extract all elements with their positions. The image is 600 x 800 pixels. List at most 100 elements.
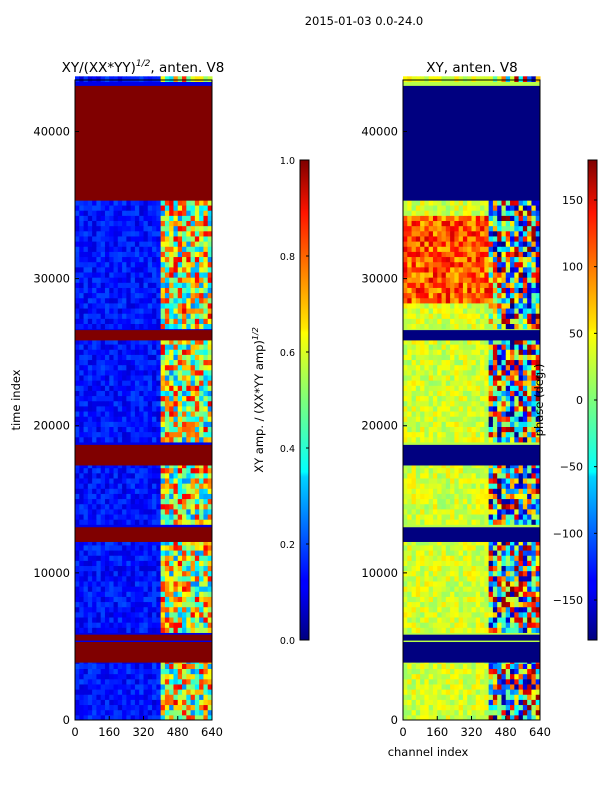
heatmap-cell [535, 431, 541, 438]
heatmap-cell [450, 611, 455, 618]
heatmap-cell [527, 374, 532, 381]
heatmap-cell [203, 617, 209, 623]
heatmap-cell [428, 508, 434, 515]
heatmap-cell [462, 380, 468, 386]
heatmap-cell [134, 323, 140, 330]
heatmap-cell [104, 591, 110, 597]
heatmap-cell [164, 246, 170, 252]
heatmap-cell [100, 210, 106, 216]
heatmap-cell [79, 76, 85, 82]
heatmap-cell [505, 514, 511, 520]
heatmap-cell [535, 498, 541, 505]
heatmap-cell [510, 519, 515, 525]
heatmap-cell [152, 256, 157, 263]
heatmap-cell [109, 318, 115, 324]
heatmap-cell [147, 354, 153, 361]
heatmap-cell [113, 210, 119, 216]
heatmap-cell [156, 261, 162, 268]
heatmap-cell [531, 364, 537, 371]
heatmap-cell [104, 694, 110, 700]
heatmap-cell [441, 622, 447, 628]
heatmap-cell [199, 359, 204, 366]
heatmap-cell [488, 323, 494, 330]
heatmap-cell [454, 514, 460, 520]
heatmap-cell [113, 241, 119, 247]
heatmap-cell [450, 349, 455, 355]
heatmap-cell [75, 668, 80, 675]
heatmap-cell [83, 519, 89, 525]
heatmap-cell [92, 344, 97, 350]
heatmap-cell [194, 560, 200, 567]
heatmap-cell [130, 627, 136, 633]
heatmap-cell [186, 369, 192, 376]
heatmap-cell [492, 395, 498, 402]
heatmap-cell [407, 539, 413, 546]
heatmap-cell [441, 611, 447, 618]
heatmap-cell [117, 426, 123, 433]
heatmap-cell [96, 477, 102, 484]
heatmap-cell [122, 230, 127, 237]
heatmap-cell [437, 586, 443, 592]
heatmap-cell [407, 591, 413, 597]
heatmap-cell [450, 678, 455, 685]
heatmap-cell [445, 374, 451, 381]
heatmap-cell [445, 606, 451, 613]
heatmap-cell [441, 709, 447, 716]
heatmap-cell [79, 277, 85, 283]
heatmap-cell [83, 627, 89, 633]
heatmap-cell [441, 431, 447, 438]
heatmap-cell [190, 225, 196, 232]
heatmap-cell [122, 668, 127, 675]
heatmap-cell [531, 714, 537, 721]
heatmap-cell [164, 344, 170, 350]
heatmap-cell [428, 493, 434, 500]
heatmap-cell [173, 235, 179, 242]
heatmap-cell [424, 338, 430, 345]
heatmap-cell [134, 318, 140, 324]
heatmap-cell [143, 627, 149, 633]
heatmap-cell [467, 364, 472, 371]
heatmap-cell [147, 302, 153, 309]
heatmap-cell [484, 426, 490, 433]
heatmap-cell [96, 230, 102, 237]
heatmap-cell [475, 349, 481, 355]
heatmap-cell [147, 369, 153, 376]
heatmap-cell [164, 709, 170, 716]
heatmap-cell [199, 617, 204, 623]
heatmap-cell [182, 266, 187, 273]
heatmap-cell [109, 426, 115, 433]
heatmap-cell [480, 627, 485, 633]
heatmap-cell [147, 668, 153, 675]
heatmap-cell [143, 560, 149, 567]
heatmap-cell [143, 498, 149, 505]
heatmap-cell [467, 622, 472, 628]
heatmap-cell [194, 261, 200, 268]
heatmap-cell [134, 663, 140, 670]
heatmap-cell [156, 364, 162, 371]
heatmap-cell [79, 503, 85, 510]
heatmap-cell [203, 508, 209, 515]
heatmap-cell [484, 678, 490, 685]
heatmap-cell [92, 210, 97, 216]
heatmap-cell [510, 689, 515, 695]
heatmap-cell [117, 261, 123, 268]
heatmap-cell [122, 580, 127, 587]
heatmap-cell [522, 431, 528, 438]
heatmap-cell [79, 596, 85, 603]
heatmap-cell [152, 694, 157, 700]
heatmap-cell [104, 586, 110, 592]
heatmap-cell [100, 421, 106, 427]
heatmap-cell [160, 493, 166, 500]
heatmap-cell [130, 580, 136, 587]
heatmap-cell [96, 601, 102, 608]
heatmap-cell [152, 555, 157, 561]
heatmap-cell [203, 663, 209, 670]
heatmap-cell [182, 601, 187, 608]
heatmap-cell [471, 570, 477, 577]
heatmap-cell [177, 359, 183, 366]
heatmap-cell [437, 555, 443, 561]
heatmap-cell [432, 349, 438, 355]
heatmap-cell [152, 261, 157, 268]
heatmap-cell [403, 498, 408, 505]
heatmap-cell [407, 308, 413, 314]
